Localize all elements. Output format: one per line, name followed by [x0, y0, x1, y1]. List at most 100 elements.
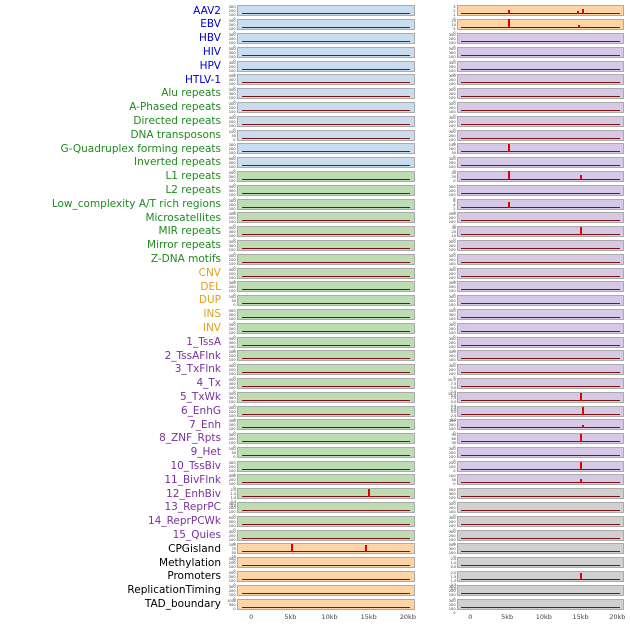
right-track-panel	[457, 267, 624, 279]
left-panel-y-axis: 300 200 100 0	[226, 349, 237, 366]
left-track-panel	[237, 336, 415, 348]
signal-baseline	[461, 358, 620, 360]
y-tick-label: 200	[229, 560, 236, 566]
y-tick-label: 500	[229, 239, 236, 244]
y-tick-label: 0	[233, 265, 236, 270]
track-label: ReplicationTiming	[127, 584, 221, 597]
y-tick-label: 300	[449, 335, 456, 341]
right-track-panel	[457, 239, 624, 251]
y-tick-label: 0	[233, 582, 236, 587]
track-row: 13_ReprPC 300 200 100 0 300 200 100 0	[0, 501, 630, 518]
signal-baseline	[241, 261, 411, 263]
right-panel-y-axis: 300 200 100 0	[446, 129, 457, 145]
y-tick-label: 0	[233, 320, 236, 325]
y-tick-label: 200	[449, 588, 456, 593]
y-tick-label: 200	[449, 188, 456, 193]
y-tick-label: 200	[449, 270, 456, 276]
right-track-panel	[457, 543, 624, 555]
y-tick-label: 100	[229, 67, 236, 73]
right-track-panel	[457, 19, 624, 31]
right-panel-y-axis: 300 200 100 0	[446, 185, 457, 201]
y-tick-label: 300	[229, 574, 236, 579]
y-tick-label: 0	[233, 347, 236, 353]
left-panel-y-axis: 500 300 100 0	[226, 226, 237, 242]
y-tick-label: 0	[453, 154, 456, 160]
y-tick-label: 500	[229, 515, 236, 520]
y-tick-label: 2.0	[230, 487, 236, 493]
signal-baseline	[241, 399, 411, 401]
track-label: 2_TssAFlnk	[164, 349, 221, 362]
right-track-panel	[457, 598, 624, 610]
left-track-panel	[237, 460, 415, 472]
left-panel-y-axis: 500 300 100 0	[226, 309, 237, 325]
signal-baseline	[461, 247, 620, 249]
left-track-panel	[237, 157, 415, 169]
left-track-panel	[237, 60, 415, 72]
right-track-panel	[457, 143, 624, 155]
y-tick-label: 300	[449, 446, 456, 451]
right-track-panel	[457, 308, 624, 320]
left-track-panel	[237, 502, 415, 514]
y-tick-label: 100	[229, 523, 236, 528]
y-tick-label: 0	[453, 609, 456, 615]
left-panel-y-axis: 500 300 100 0	[226, 391, 237, 407]
y-tick-label: 0	[233, 471, 236, 477]
signal-baseline	[241, 54, 411, 56]
y-tick-label: 200	[229, 63, 236, 69]
y-tick-label: 100	[229, 426, 236, 432]
track-row: Microsatellites 300 200 100 0 300 200 100 0	[0, 211, 630, 228]
x-tick-label: 0	[249, 613, 254, 622]
signal-spike	[507, 19, 510, 29]
left-track-panel	[237, 598, 415, 610]
track-row: 8_ZNF_Rpts 300 200 100 0 90 60 30 0	[0, 432, 630, 449]
y-tick-label: 100	[449, 109, 456, 114]
right-track-panel	[457, 184, 624, 196]
track-label: A-Phased repeats	[129, 101, 221, 114]
right-panel-y-axis: 10.0 7.5 5.0 2.5 0.0	[446, 377, 457, 398]
left-panel-y-axis: 300 200 100 0	[226, 281, 237, 297]
signal-baseline	[461, 454, 620, 456]
y-tick-label: 500	[229, 156, 236, 161]
signal-baseline	[461, 413, 620, 415]
signal-baseline	[241, 137, 411, 139]
y-tick-label: 0	[453, 320, 456, 325]
y-tick-label: 300	[229, 160, 236, 165]
left-panel-y-axis: 300 200 100 0	[226, 405, 237, 421]
y-tick-label: 300	[449, 73, 456, 79]
y-tick-label: 300	[229, 197, 236, 203]
y-tick-label: 0	[453, 140, 456, 146]
y-tick-label: 100	[229, 578, 236, 583]
x-axis: 0 5kb 10kb 15kb 20kb	[457, 611, 625, 624]
track-label: 8_ZNF_Rpts	[159, 432, 221, 445]
track-row: 1_TssA 500 300 100 0 300 200 100 0	[0, 335, 630, 352]
y-tick-label: 100	[449, 523, 456, 528]
track-row: CPGisland 100 75 50 25 0 500 300 100 0	[0, 542, 630, 563]
right-panel-y-axis: 30 20 10 0	[446, 226, 457, 242]
y-tick-label: 200	[449, 105, 456, 110]
track-label: INS	[203, 308, 221, 321]
y-tick-label: 0	[453, 444, 456, 449]
y-tick-label: 100	[449, 463, 456, 469]
track-label: INV	[202, 321, 221, 334]
y-tick-label: 10.0	[447, 377, 456, 382]
track-row: DUP 100 50 0 300 200 100 0	[0, 294, 630, 310]
right-track-panel	[457, 101, 624, 113]
right-panel-y-axis: 300 200 100 0	[446, 350, 457, 366]
right-track-panel	[457, 350, 624, 362]
y-tick-label: 300	[449, 115, 456, 120]
y-tick-label: 100	[229, 54, 236, 59]
y-tick-label: 500	[229, 73, 236, 79]
y-tick-label: 0	[233, 389, 236, 394]
y-tick-label: 5.0	[450, 385, 456, 390]
y-tick-label: 100	[229, 412, 236, 418]
right-panel-y-axis: 300 200 100 0	[446, 502, 457, 518]
signal-spike	[580, 479, 583, 484]
signal-baseline	[461, 27, 620, 29]
signal-baseline	[241, 275, 411, 277]
y-tick-label: 200	[229, 22, 236, 27]
left-panel-y-axis: 500 300 100 0	[226, 239, 237, 256]
y-tick-label: 0	[453, 554, 456, 560]
signal-baseline	[461, 303, 620, 305]
right-track-panel	[457, 212, 624, 224]
y-tick-label: 300	[229, 349, 236, 355]
